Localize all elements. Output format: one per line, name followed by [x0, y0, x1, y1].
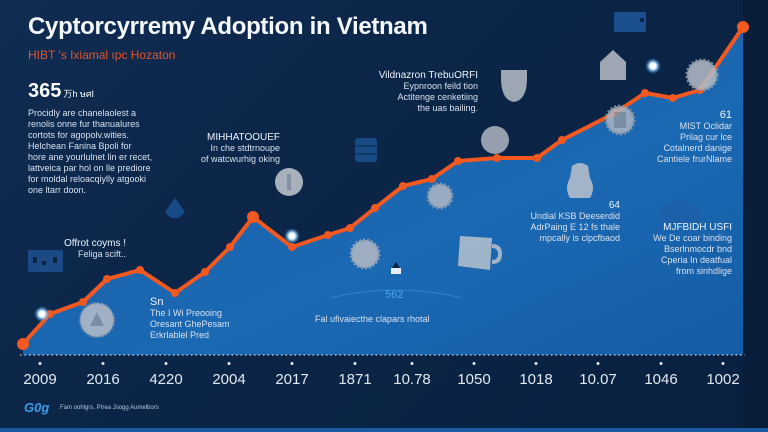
x-tick-label: 2016 [86, 371, 120, 388]
data-point-marker [737, 21, 749, 33]
x-tick-label: 1002 [706, 371, 740, 388]
data-point-marker [201, 268, 209, 276]
area-fill [23, 27, 743, 355]
data-point-marker [247, 211, 259, 223]
data-point-marker [346, 224, 354, 232]
node-icon [165, 198, 185, 218]
highlight-dots [34, 58, 661, 322]
x-tick-mark [721, 362, 725, 365]
data-point-marker [79, 298, 87, 306]
mid-annotation-block: MIHHATOOUEF In che stdtrnoupe of watcwur… [200, 132, 280, 164]
data-point-marker [641, 89, 649, 97]
brand-logo: G0g [24, 400, 50, 415]
x-tick-mark [472, 362, 476, 365]
helmet-icon [501, 70, 527, 102]
mid-right-annotation-block: 64 Undial KSB Deeserdid AdrPaing E 12 fs… [530, 200, 620, 243]
stat-number: 365 [28, 80, 62, 102]
x-tick-label: 2017 [275, 371, 309, 388]
x-tick-label: 10.07 [579, 371, 617, 388]
data-point-marker [226, 243, 234, 251]
bottom-edge-strip [0, 428, 768, 432]
footer-text: Fam oohlgrs, Ptrea Jsogg Aumelbors [60, 405, 159, 411]
coin-icon [275, 168, 303, 196]
x-tick-label: 2009 [23, 371, 57, 388]
right-edge-strip [743, 0, 768, 432]
coin-icon [481, 126, 509, 154]
wallet-icon [614, 12, 646, 32]
center-bottom-label: 562 [385, 289, 404, 301]
top-center-annotation-block: Vildnazron TrebuORFI Eypnroon feild tion… [378, 70, 478, 113]
data-point-marker [669, 94, 677, 102]
robot-icon [567, 163, 593, 198]
chart-subtitle: HIBT 's Ixiamal ıpc Hozaton [28, 48, 176, 62]
x-tick-mark [164, 362, 168, 365]
x-tick-label: 4220 [149, 371, 183, 388]
data-point-marker [371, 204, 379, 212]
x-tick-label: 2004 [212, 371, 246, 388]
sn-annotation-block: Sn The I Wi Preooing Oresant GhePesam Er… [150, 296, 230, 341]
x-tick-label: 10.78 [393, 371, 431, 388]
lamp-icon [391, 262, 401, 274]
data-point-marker [17, 338, 29, 350]
left-annotation-block: Procidly are chanelaolest a renolis onne… [28, 108, 153, 195]
x-tick-mark [659, 362, 663, 365]
data-point-marker [533, 154, 541, 162]
data-point-marker [493, 154, 501, 162]
x-tick-mark [290, 362, 294, 365]
right-annotation-block-1: 61 MIST Oclidar Prilag cur lce Cotalnerd… [656, 109, 732, 165]
data-point-marker [399, 182, 407, 190]
x-tick-mark [410, 362, 414, 365]
x-tick-mark [353, 362, 357, 365]
x-tick-mark [101, 362, 105, 365]
data-point-marker [454, 157, 462, 165]
x-tick-label: 1050 [457, 371, 491, 388]
x-tick-mark [534, 362, 538, 365]
x-tick-label: 1018 [519, 371, 553, 388]
gear-coin-icon [604, 104, 636, 136]
data-point-marker [288, 243, 296, 251]
document-icon [458, 236, 503, 270]
x-tick-mark [596, 362, 600, 365]
chart-title: Cyptorcyrremy Adoption in Vietnam [28, 13, 428, 40]
data-point-marker [558, 136, 566, 144]
data-point-marker [136, 266, 144, 274]
data-point-marker [428, 175, 436, 183]
server-icon [355, 138, 377, 162]
x-tick-mark [227, 362, 231, 365]
gear-coin-icon [685, 58, 719, 92]
house-icon [600, 50, 626, 80]
x-tick-mark [38, 362, 42, 365]
x-tick-label: 1046 [644, 371, 678, 388]
data-point-marker [171, 289, 179, 297]
right-annotation-block-2: MJFBIDH USFI We De coar binding Bserlnmo… [653, 222, 732, 276]
coin-icon [79, 302, 115, 338]
gear-coin-icon [349, 238, 381, 270]
stat-suffix: 万h ษศI [63, 89, 95, 99]
offset-annotation-block: Offrot coyms ! Feliga scift.. [64, 238, 127, 259]
data-point-marker [103, 275, 111, 283]
data-point-marker [324, 231, 332, 239]
center-bottom-text: Fal ufivaiecthe clapars rhotal [315, 314, 430, 324]
bank-icon [660, 200, 700, 222]
stat-value: 365 万h ษศI [28, 80, 94, 103]
gear-coin-icon [426, 182, 454, 210]
x-tick-label: 1871 [338, 371, 372, 388]
